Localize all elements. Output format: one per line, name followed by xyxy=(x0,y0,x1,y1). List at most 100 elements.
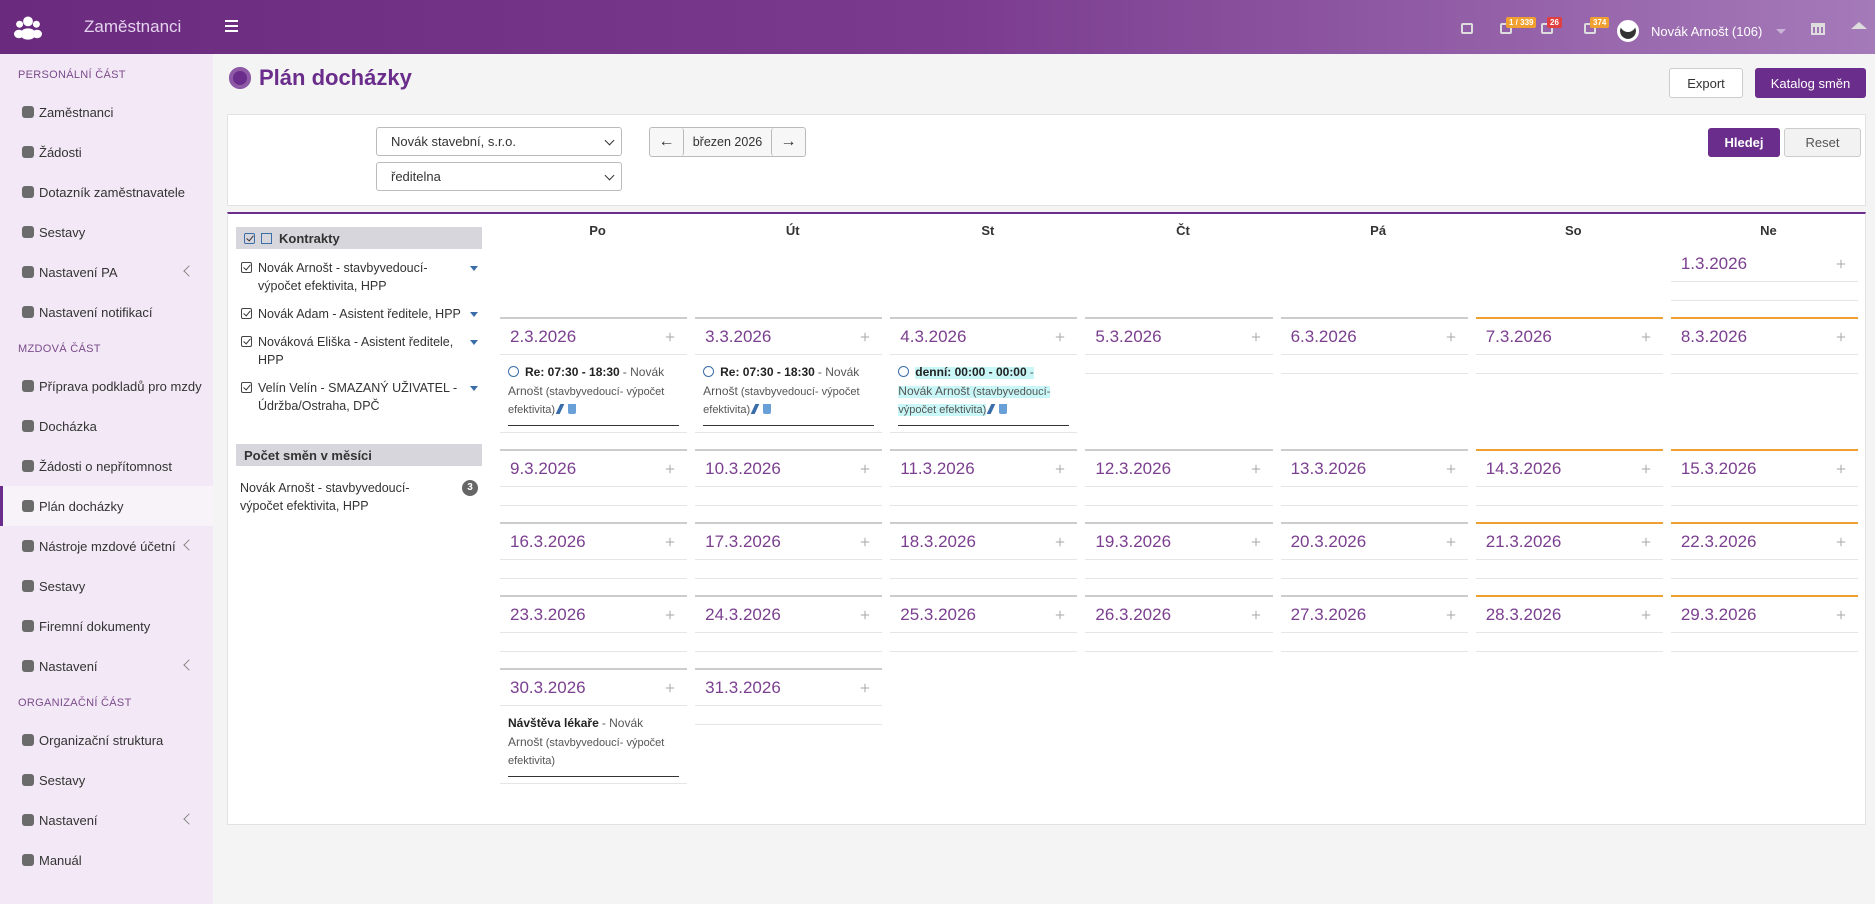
add-shift[interactable] xyxy=(1249,330,1263,344)
sidebar-item[interactable]: Nastavení xyxy=(0,646,213,686)
day-body xyxy=(1280,487,1468,506)
add-shift[interactable] xyxy=(1249,462,1263,476)
top-icon[interactable] xyxy=(1461,23,1473,34)
add-shift[interactable] xyxy=(858,681,872,695)
sidebar-item[interactable]: Příprava podkladů pro mzdy xyxy=(0,366,213,406)
contract-item[interactable]: Nováková Eliška - Asistent ředitele, HPP xyxy=(236,328,482,374)
add-shift[interactable] xyxy=(1053,462,1067,476)
sidebar-label: Organizační struktura xyxy=(39,732,164,748)
add-shift[interactable] xyxy=(1444,462,1458,476)
sidebar-item[interactable]: Zaměstnanci xyxy=(0,92,213,132)
reset-button[interactable]: Reset xyxy=(1784,128,1861,157)
shift-event[interactable]: Re: 07:30 - 18:30 - Novák Arnošt (stavby… xyxy=(508,363,680,426)
shift-event[interactable]: denní: 00:00 - 00:00 - Novák Arnošt (sta… xyxy=(898,363,1070,426)
add-shift[interactable] xyxy=(1053,535,1067,549)
prev-month[interactable]: ← xyxy=(650,128,684,156)
event-radio[interactable] xyxy=(508,366,519,377)
add-shift[interactable] xyxy=(858,462,872,476)
sidebar-item[interactable]: Manuál xyxy=(0,840,213,880)
add-shift[interactable] xyxy=(663,608,677,622)
edit-icon[interactable] xyxy=(986,404,996,414)
add-shift[interactable] xyxy=(858,608,872,622)
sidebar-item[interactable]: Nastavení notifikací xyxy=(0,292,213,332)
sidebar-item[interactable]: Nastavení PA xyxy=(0,252,213,292)
company-select[interactable]: Novák stavební, s.r.o. xyxy=(376,127,622,156)
add-shift[interactable] xyxy=(1834,535,1848,549)
day-header: 24.3.2026 xyxy=(695,597,883,633)
sidebar-item[interactable]: Plán docházky xyxy=(0,486,213,526)
add-shift[interactable] xyxy=(1834,462,1848,476)
add-shift[interactable] xyxy=(1249,535,1263,549)
delete-icon[interactable] xyxy=(999,404,1008,414)
day-body xyxy=(1670,355,1858,374)
day-body xyxy=(1085,560,1273,579)
add-shift[interactable] xyxy=(858,330,872,344)
home-icon[interactable] xyxy=(1851,22,1867,29)
bank-icon[interactable] xyxy=(1811,23,1825,35)
sidebar-item[interactable]: Sestavy xyxy=(0,566,213,606)
user-name[interactable]: Novák Arnošt (106) xyxy=(1651,24,1763,39)
menu-line xyxy=(225,25,238,27)
day-body xyxy=(1085,633,1273,652)
add-shift[interactable] xyxy=(1444,535,1458,549)
sidebar-item[interactable]: Dotazník zaměstnavatele xyxy=(0,172,213,212)
add-shift[interactable] xyxy=(858,535,872,549)
next-month[interactable]: → xyxy=(771,128,805,156)
select-none[interactable] xyxy=(261,232,272,244)
add-shift[interactable] xyxy=(1639,462,1653,476)
add-shift[interactable] xyxy=(1053,608,1067,622)
add-shift[interactable] xyxy=(1053,330,1067,344)
contract-item[interactable]: Velín Velín - SMAZANÝ UŽIVATEL - Údržba/… xyxy=(236,374,482,420)
delete-icon[interactable] xyxy=(568,404,577,414)
select-all[interactable] xyxy=(244,232,255,244)
add-shift[interactable] xyxy=(1249,608,1263,622)
search-button[interactable]: Hledej xyxy=(1708,128,1780,157)
add-shift[interactable] xyxy=(1639,608,1653,622)
title-icon xyxy=(229,67,251,89)
shift-event[interactable]: Re: 07:30 - 18:30 - Novák Arnošt (stavby… xyxy=(703,363,875,426)
sidebar-item[interactable]: Organizační struktura xyxy=(0,720,213,760)
department-select[interactable]: ředitelna xyxy=(376,162,622,191)
sidebar-item[interactable]: Docházka xyxy=(0,406,213,446)
menu-toggle[interactable] xyxy=(225,20,238,32)
add-shift[interactable] xyxy=(1639,330,1653,344)
event-radio[interactable] xyxy=(898,366,910,377)
day-date: 29.3.2026 xyxy=(1680,604,1757,624)
sidebar-item[interactable]: Firemní dokumenty xyxy=(0,606,213,646)
contract-item[interactable]: Novák Arnošt - stavbyvedoucí- výpočet ef… xyxy=(236,254,482,300)
add-shift[interactable] xyxy=(1639,535,1653,549)
add-shift[interactable] xyxy=(663,330,677,344)
day-cell: 4.3.2026 denní: 00:00 - 00:00 - Novák Arn… xyxy=(890,317,1078,433)
contract-caret xyxy=(470,312,478,317)
export-button[interactable]: Export xyxy=(1669,68,1743,98)
sidebar-item[interactable]: Sestavy xyxy=(0,212,213,252)
delete-icon[interactable] xyxy=(763,404,772,414)
add-shift[interactable] xyxy=(1834,330,1848,344)
add-shift[interactable] xyxy=(663,681,677,695)
add-shift[interactable] xyxy=(663,535,677,549)
day-date: 9.3.2026 xyxy=(510,458,577,478)
shift-event[interactable]: Návštěva lékaře - Novák Arnošt (stavbyve… xyxy=(508,714,680,777)
sidebar-item[interactable]: Nástroje mzdové účetní xyxy=(0,526,213,566)
sidebar-item[interactable]: Žádosti xyxy=(0,132,213,172)
sidebar-item[interactable]: Žádosti o nepřítomnost xyxy=(0,446,213,486)
edit-icon[interactable] xyxy=(555,404,565,414)
edit-icon[interactable] xyxy=(750,404,760,414)
add-shift[interactable] xyxy=(1834,257,1848,271)
catalog-button[interactable]: Katalog směn xyxy=(1755,68,1866,98)
event-role: (stavbyvedoucí- výpočet efektivita) xyxy=(508,737,665,767)
add-shift[interactable] xyxy=(1444,608,1458,622)
calendar-card: Kontrakty Novák Arnošt - stavbyvedoucí- v… xyxy=(227,212,1866,825)
sidebar-item[interactable]: Sestavy xyxy=(0,760,213,800)
add-shift[interactable] xyxy=(663,462,677,476)
add-shift[interactable] xyxy=(1834,608,1848,622)
event-radio[interactable] xyxy=(703,366,715,377)
day-body xyxy=(1280,633,1468,652)
contract-item[interactable]: Novák Adam - Asistent ředitele, HPP xyxy=(236,300,482,328)
sidebar-item[interactable]: Nastavení xyxy=(0,800,213,840)
day-cell: 18.3.2026 xyxy=(890,522,1078,579)
empty-cell xyxy=(1476,244,1663,301)
add-shift[interactable] xyxy=(1444,330,1458,344)
day-date: 4.3.2026 xyxy=(900,326,967,346)
